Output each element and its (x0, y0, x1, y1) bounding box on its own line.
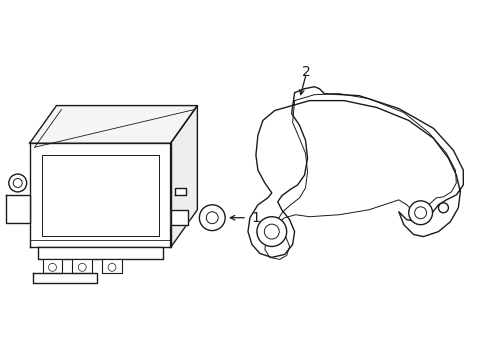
Polygon shape (38, 247, 163, 260)
Text: 1: 1 (250, 211, 259, 225)
Polygon shape (170, 210, 188, 225)
Polygon shape (41, 155, 158, 235)
Polygon shape (247, 87, 462, 257)
Circle shape (199, 205, 224, 231)
Circle shape (256, 217, 286, 247)
Polygon shape (6, 195, 30, 223)
Polygon shape (42, 260, 62, 273)
Circle shape (408, 201, 432, 225)
Polygon shape (33, 273, 97, 283)
Polygon shape (174, 188, 186, 195)
Circle shape (9, 174, 27, 192)
Polygon shape (30, 143, 170, 247)
Polygon shape (102, 260, 122, 273)
Polygon shape (170, 105, 197, 247)
Text: 2: 2 (302, 65, 310, 79)
Polygon shape (30, 105, 197, 143)
Polygon shape (72, 260, 92, 273)
Circle shape (438, 203, 447, 213)
